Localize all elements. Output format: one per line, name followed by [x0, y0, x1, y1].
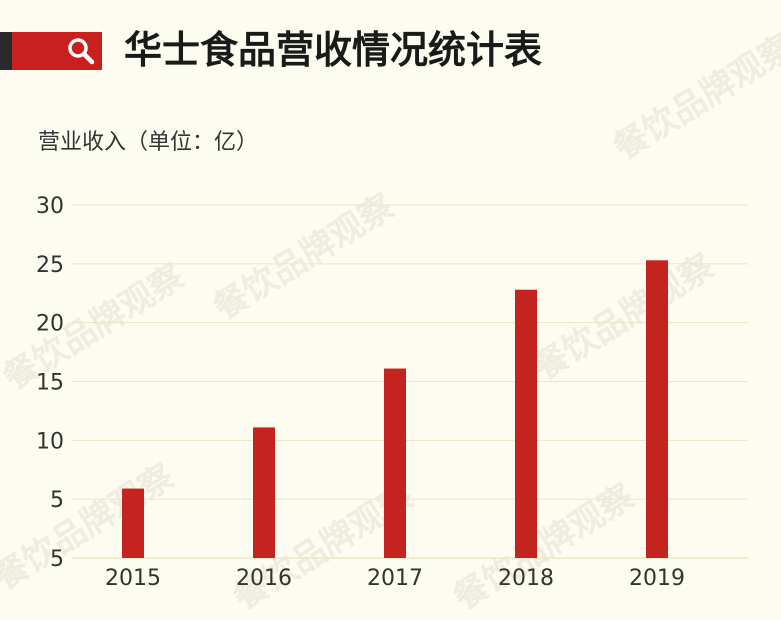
y-tick-label: 10: [36, 429, 64, 454]
y-axis-label: 营业收入（单位：亿）: [38, 130, 259, 155]
x-tick-label: 2016: [236, 566, 292, 591]
bar-2018: [515, 289, 537, 558]
page-title: 华士食品营收情况统计表: [124, 28, 543, 72]
y-tick-label: 25: [36, 253, 64, 278]
x-tick-label: 2018: [498, 566, 554, 591]
bar-2019: [646, 260, 668, 558]
header-dark-block: [0, 32, 12, 70]
x-tick-label: 2019: [629, 566, 685, 591]
bar-2015: [122, 488, 144, 558]
y-tick-label: 5: [50, 547, 64, 572]
x-tick-label: 2015: [105, 566, 161, 591]
y-tick-label: 30: [36, 194, 64, 219]
y-tick-label: 5: [50, 488, 64, 513]
y-tick-label: 20: [36, 312, 64, 337]
y-tick-label: 15: [36, 371, 64, 396]
x-tick-label: 2017: [367, 566, 423, 591]
bar-2017: [384, 368, 406, 558]
search-icon: [66, 36, 96, 66]
bar-2016: [253, 427, 275, 558]
